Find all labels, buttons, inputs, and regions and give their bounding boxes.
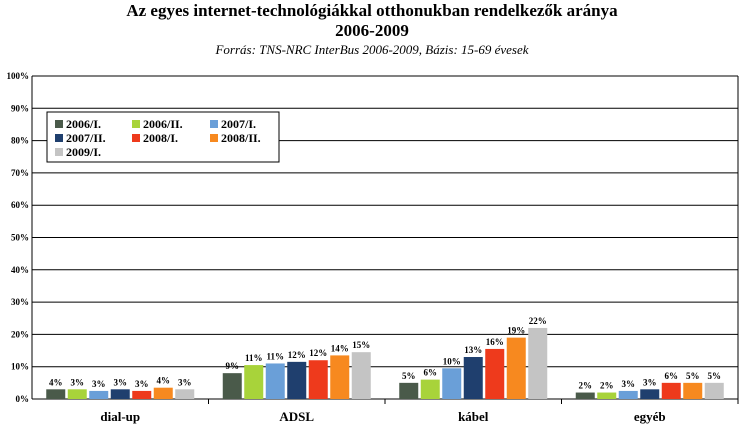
- data-label: 2%: [579, 381, 593, 391]
- bar-2009/I.-kábel: [528, 327, 548, 399]
- x-tick-label: ADSL: [279, 409, 314, 424]
- legend-swatch: [132, 134, 140, 142]
- bar-2009/I.-dial-up: [175, 389, 195, 399]
- legend-swatch: [55, 148, 63, 156]
- chart-title-years: 2006-2009: [335, 21, 409, 40]
- legend-swatch: [55, 120, 63, 128]
- data-label: 3%: [71, 377, 85, 387]
- data-label: 22%: [529, 316, 547, 326]
- y-tick-label: 40%: [11, 265, 29, 275]
- y-tick-label: 0%: [16, 394, 30, 404]
- data-label: 3%: [92, 379, 106, 389]
- data-label: 4%: [157, 376, 171, 386]
- legend-label: 2009/I.: [66, 145, 101, 159]
- legend-swatch: [210, 120, 218, 128]
- data-label: 13%: [464, 345, 482, 355]
- y-tick-label: 80%: [11, 136, 29, 146]
- legend-label: 2006/II.: [143, 117, 183, 131]
- data-label: 3%: [114, 377, 128, 387]
- bar-2009/I.-ADSL: [351, 352, 371, 399]
- bar-2007/II.-dial-up: [110, 389, 130, 399]
- legend-box: [46, 111, 280, 163]
- data-label: 2%: [600, 381, 614, 391]
- bar-2006/I.-kábel: [399, 382, 419, 399]
- x-tick-label: dial-up: [100, 409, 140, 424]
- legend-swatch: [132, 120, 140, 128]
- bar-2007/I.-dial-up: [89, 390, 109, 399]
- bar-2006/I.-egyéb: [575, 392, 595, 399]
- y-tick-label: 20%: [11, 329, 29, 339]
- data-label: 11%: [245, 353, 263, 363]
- y-tick-label: 90%: [11, 103, 29, 113]
- bar-2007/I.-kábel: [442, 368, 462, 399]
- data-label: 4%: [49, 377, 63, 387]
- chart-title: Az egyes internet-technológiákkal otthon…: [126, 1, 618, 20]
- data-label: 5%: [686, 371, 700, 381]
- data-label: 16%: [486, 337, 504, 347]
- y-tick-label: 30%: [11, 297, 29, 307]
- y-tick-label: 60%: [11, 200, 29, 210]
- bar-2006/II.-ADSL: [244, 365, 264, 399]
- bar-2007/II.-kábel: [463, 357, 483, 399]
- bar-2007/I.-egyéb: [618, 390, 638, 399]
- bar-2008/I.-egyéb: [661, 382, 681, 399]
- bar-2007/II.-ADSL: [287, 361, 307, 399]
- legend-label: 2008/II.: [221, 131, 261, 145]
- bar-2006/II.-egyéb: [597, 392, 617, 399]
- data-label: 19%: [507, 326, 525, 336]
- chart-subtitle: Forrás: TNS-NRC InterBus 2006-2009, Bázi…: [214, 42, 528, 57]
- data-label: 6%: [665, 371, 679, 381]
- bar-2008/II.-ADSL: [330, 355, 350, 399]
- y-tick-label: 70%: [11, 168, 29, 178]
- bar-2008/II.-egyéb: [683, 382, 703, 399]
- data-label: 3%: [135, 379, 149, 389]
- data-label: 5%: [708, 371, 722, 381]
- bar-2008/I.-kábel: [485, 348, 505, 399]
- data-label: 9%: [226, 361, 240, 371]
- data-label: 3%: [643, 377, 657, 387]
- data-label: 3%: [622, 379, 636, 389]
- legend: 2006/I. 2006/II. 2007/I. 2007/II. 2008/I. 200…: [46, 111, 280, 163]
- bar-2006/I.-ADSL: [222, 373, 242, 399]
- y-tick-label: 50%: [11, 233, 29, 243]
- legend-label: 2007/II.: [66, 131, 106, 145]
- data-label: 5%: [402, 371, 416, 381]
- data-label: 12%: [309, 348, 327, 358]
- bar-2006/II.-kábel: [420, 379, 440, 399]
- bar-2007/II.-egyéb: [640, 389, 660, 399]
- bar-2008/II.-kábel: [506, 337, 526, 399]
- bar-2008/I.-dial-up: [132, 390, 152, 399]
- x-tick-label: egyéb: [634, 409, 666, 424]
- legend-label: 2007/I.: [221, 117, 256, 131]
- data-label: 12%: [288, 350, 306, 360]
- legend-swatch: [55, 134, 63, 142]
- legend-swatch: [210, 134, 218, 142]
- bar-2008/II.-dial-up: [153, 387, 173, 399]
- data-label: 11%: [266, 351, 284, 361]
- x-tick-label: kábel: [458, 409, 489, 424]
- data-label: 14%: [331, 343, 349, 353]
- plot-area: 0% 10% 20% 30% 40% 50% 60% 70% 80% 90% 100% 4% 3% 3% 3…: [7, 71, 739, 424]
- bar-2007/I.-ADSL: [265, 363, 285, 399]
- data-label: 15%: [352, 340, 370, 350]
- data-label: 10%: [443, 356, 461, 366]
- y-tick-label: 10%: [11, 362, 29, 372]
- data-label: 6%: [424, 368, 438, 378]
- bar-2006/II.-dial-up: [67, 389, 87, 399]
- legend-label: 2006/I.: [66, 117, 101, 131]
- legend-label: 2008/I.: [143, 131, 178, 145]
- bar-2008/I.-ADSL: [308, 360, 328, 399]
- bar-2006/I.-dial-up: [46, 389, 66, 399]
- bar-2009/I.-egyéb: [704, 382, 724, 399]
- y-tick-label: 100%: [7, 71, 30, 81]
- data-label: 3%: [178, 377, 192, 387]
